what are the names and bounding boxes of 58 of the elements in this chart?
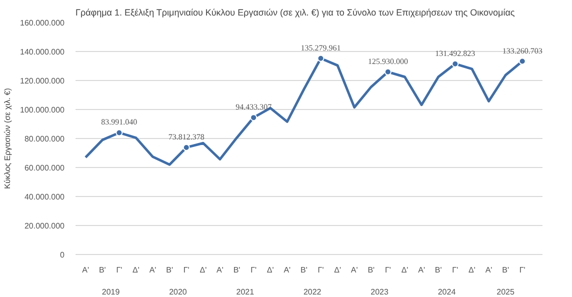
x-tick-label: Δ' — [266, 266, 274, 274]
y-tick-label: 0 — [60, 250, 66, 260]
text: 2019 — [102, 288, 120, 296]
y-tick-label: 140.000.000 — [20, 48, 66, 56]
point — [250, 114, 258, 122]
y-tick-label: 160.000.000 — [20, 18, 66, 28]
x-tick-label: Δ' — [132, 266, 140, 274]
x-tick-label: Β' — [300, 266, 308, 274]
text: 2022 — [303, 288, 322, 296]
data-label: 83.991.040 — [101, 118, 138, 127]
x-tick-label: Β' — [502, 266, 510, 274]
x-tick-label: Γ' — [116, 266, 123, 274]
data-label: 125.930.000 — [368, 56, 408, 66]
x-tick-label: Α' — [82, 266, 90, 274]
x-tick-label: Γ' — [384, 266, 392, 274]
point — [116, 129, 123, 136]
x-tick-label: Β' — [368, 266, 376, 274]
x-tick-label: Γ' — [250, 266, 258, 274]
data-label: 135.279.961 — [300, 43, 341, 52]
x-tick-label: Γ' — [452, 266, 459, 274]
text: 2021 — [236, 288, 255, 296]
data-label: 73.812.378 — [168, 132, 204, 142]
text: 2025 — [496, 288, 515, 296]
chart-title: Γράφημα 1. Εξέλιξη Τριμηνιαίου Κύκλου Εργασιών (σε χιλ. €) για το Σύνολο των Επιχειρήσεων της Οικονομίας — [76, 8, 516, 18]
x-tick-label: Β' — [434, 266, 442, 274]
x-tick-label: Α' — [216, 266, 224, 274]
y-tick-label: 100.000.000 — [20, 106, 66, 114]
x-tick-label: Δ' — [200, 266, 208, 274]
y-tick-label: 60.000.000 — [24, 164, 66, 172]
x-tick-label: Β' — [166, 266, 174, 274]
x-tick-label: Α' — [350, 266, 358, 274]
y-tick-label: 20.000.000 — [24, 222, 66, 230]
point — [452, 60, 459, 68]
x-tick-label: Β' — [233, 266, 241, 274]
text: 2020 — [169, 288, 188, 296]
x-tick-label: Α' — [418, 266, 426, 274]
data-label: 94.433.307 — [236, 102, 272, 112]
point — [384, 68, 392, 76]
y-tick-label: 120.000.000 — [20, 76, 66, 86]
x-tick-label: Δ' — [401, 266, 409, 274]
x-tick-label: Δ' — [468, 266, 476, 274]
y-tick-label: 40.000.000 — [24, 192, 66, 202]
text: 2024 — [438, 288, 456, 296]
x-tick-label: Α' — [485, 266, 493, 274]
y-tick-label: 80.000.000 — [24, 134, 66, 144]
y-axis-title: Κύκλος Εργασιών (σε χιλ. €) — [3, 88, 12, 189]
x-tick-label: Γ' — [183, 266, 190, 274]
data-label: 133.260.703 — [502, 46, 542, 56]
point — [317, 54, 324, 62]
x-tick-label: Α' — [284, 266, 292, 274]
x-tick-label: Γ' — [318, 266, 324, 274]
x-tick-label: Β' — [98, 266, 106, 274]
x-tick-label: Γ' — [519, 266, 526, 274]
data-label: 131.492.823 — [435, 48, 476, 58]
point — [518, 58, 526, 65]
text: 2023 — [370, 288, 390, 296]
x-tick-label: Α' — [149, 266, 157, 274]
x-tick-label: Δ' — [334, 266, 342, 274]
